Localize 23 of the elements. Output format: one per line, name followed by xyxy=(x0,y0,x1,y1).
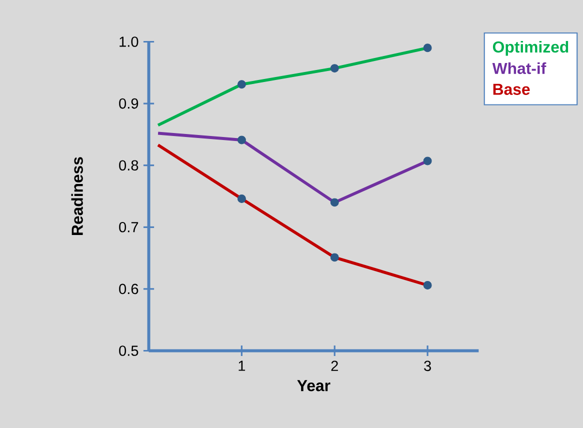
y-axis-title: Readiness xyxy=(71,157,83,235)
text: Base xyxy=(493,84,530,95)
x-tick-label: 3 xyxy=(424,360,431,371)
x-axis-title: Year xyxy=(297,380,330,392)
point xyxy=(423,156,432,166)
point xyxy=(330,198,339,207)
y-tick-label: 0.8 xyxy=(119,160,138,170)
y-tick-label: 0.5 xyxy=(119,345,138,356)
point xyxy=(330,64,339,72)
point xyxy=(423,280,432,290)
text: What-if xyxy=(492,62,546,74)
text: Optimized xyxy=(492,40,568,56)
y-tick-label: 1.0 xyxy=(120,36,138,47)
point xyxy=(237,80,246,88)
point xyxy=(237,136,246,144)
y-tick-label: 0.9 xyxy=(119,98,138,109)
point xyxy=(423,44,432,52)
point xyxy=(330,253,339,262)
x-tick-label: 1 xyxy=(238,360,246,371)
y-tick-label: 0.6 xyxy=(119,284,138,294)
point xyxy=(237,194,246,203)
x-tick-label: 2 xyxy=(331,360,338,371)
y-tick-label: 0.7 xyxy=(119,222,138,232)
